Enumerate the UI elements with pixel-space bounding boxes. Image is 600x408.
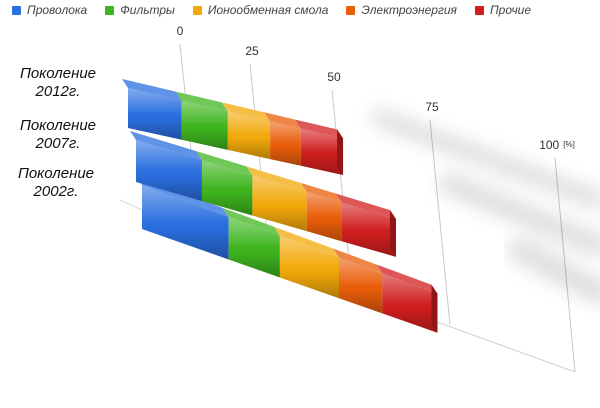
legend-item-2: Фильтры: [105, 3, 175, 17]
bar-row-1: [122, 79, 344, 176]
bar-segment-shine: [306, 191, 342, 242]
bar-segment-shine: [300, 128, 344, 176]
bar-segment-электроэнергия: [264, 112, 301, 166]
bar-segment-shine: [270, 121, 301, 166]
bar-segment-top: [221, 102, 271, 122]
legend-label: Проволока: [27, 3, 88, 17]
bar-segment-проволока: [122, 79, 182, 140]
bar-segment-фильтры: [175, 91, 228, 150]
bar-segment-shine: [181, 100, 228, 150]
bar-segment-ионообменная-смола: [273, 226, 339, 299]
bar-segment-shine: [142, 185, 229, 260]
x-tick-label: 25: [245, 44, 259, 58]
bar-segment-top: [335, 193, 396, 220]
x-tick-label: 75: [425, 100, 439, 114]
bar-end-cap: [389, 210, 396, 257]
bar-segment-shine: [339, 257, 383, 314]
bar-segment-прочие: [335, 193, 396, 257]
bar-segment-фильтры: [195, 151, 253, 216]
bar-shadow: [508, 238, 600, 304]
bar-segment-top: [130, 131, 202, 161]
bar-segment-прочие: [294, 119, 344, 176]
legend-swatch: [12, 5, 21, 15]
bar-segment-shine: [128, 88, 182, 140]
x-tick-label: 0: [177, 24, 184, 38]
legend-label: Фильтры: [120, 3, 175, 17]
bar-segment-top: [264, 112, 301, 129]
gridline: [429, 119, 451, 326]
legend-item-3: Ионообменная смола: [192, 3, 329, 17]
bar-end-cap: [431, 284, 438, 333]
bar-segment-top: [222, 207, 280, 236]
bar-segment-top: [333, 248, 383, 274]
bar-segment-top: [376, 264, 438, 294]
x-tick-label: 100 [%]: [539, 138, 575, 152]
bar-segment-электроэнергия: [300, 182, 342, 242]
bar-segment-top: [300, 182, 342, 203]
x-tick-label: 50: [327, 70, 341, 84]
chart-legend: Проволока Фильтры Ионообменная смола Электр…: [12, 0, 600, 20]
legend-item-5: Прочие: [474, 3, 532, 17]
bar-segment-shine: [136, 140, 202, 201]
legend-swatch: [192, 5, 202, 15]
bar-segment-shine: [201, 160, 253, 216]
bar-segment-фильтры: [222, 207, 280, 278]
bar-segment-shine: [228, 216, 280, 278]
bar-segment-проволока: [130, 131, 202, 201]
bar-segment-shine: [341, 202, 396, 257]
category-label: Поколение 2002г.: [18, 165, 94, 200]
bar-end-cap: [337, 129, 344, 176]
bar-segment-shine: [382, 273, 438, 333]
bar-shadow: [439, 173, 600, 256]
legend-label: Прочие: [489, 3, 532, 17]
bar-segment-shine: [252, 175, 307, 232]
legend-swatch: [474, 5, 484, 15]
bar-segment-ионообменная-смола: [221, 102, 271, 160]
bar-segment-top: [246, 166, 307, 192]
legend-label: Ионообменная смола: [207, 3, 329, 17]
bar-row-2: [130, 131, 396, 257]
bar-segment-top: [122, 79, 182, 101]
bar-segment-прочие: [376, 264, 438, 333]
bar-segment-top: [294, 119, 344, 139]
category-label: Поколение 2007г.: [20, 117, 96, 152]
legend-swatch: [346, 5, 356, 15]
bar-row-3: [136, 176, 438, 333]
bar-segment-top: [195, 151, 253, 176]
legend-item-4: Электроэнергия: [346, 3, 457, 17]
legend-item-1: Проволока: [12, 3, 87, 17]
bar-segment-shine: [279, 235, 339, 299]
bar-segment-shine: [227, 111, 271, 160]
bar-segment-top: [175, 91, 228, 112]
bar-segment-электроэнергия: [333, 248, 383, 314]
legend-swatch: [105, 5, 115, 15]
legend-label: Электроэнергия: [361, 3, 457, 17]
bar-segment-ионообменная-смола: [246, 166, 307, 232]
bar-segment-top: [273, 226, 339, 258]
bar-shadow: [371, 109, 600, 209]
category-label: Поколение 2012г.: [20, 65, 96, 100]
